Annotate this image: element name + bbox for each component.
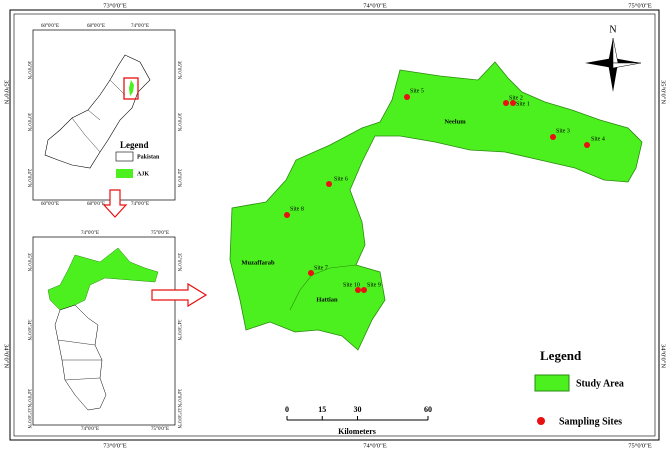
coordinate-label: 60°0'0"E (41, 24, 59, 29)
scale-bar: Kilometers 0 15 30 60 (285, 405, 432, 436)
site-label: Site 10 (343, 282, 360, 288)
coordinate-label: 33°30'0"N (176, 407, 181, 428)
coordinate-label: 68°0'0"E (87, 24, 105, 29)
province-boundary (71, 79, 126, 153)
coordinate-label: 24°0'0"N (176, 169, 181, 188)
site-label: Site 9 (367, 282, 381, 288)
legend-swatch (537, 417, 545, 425)
north-arrow-shape (612, 62, 642, 69)
site-marker (355, 287, 361, 293)
coordinate-label: 33°30'0"N (26, 407, 31, 428)
arrow (102, 189, 128, 218)
site-label: Site 7 (314, 265, 328, 271)
site-marker (308, 270, 314, 276)
coordinate-label: 34°0'0"N (660, 344, 667, 368)
inset-legend-label: Pakistan (137, 154, 160, 160)
coordinate-label: 74°0'0"E (363, 2, 386, 9)
ajk-highlight (123, 77, 139, 100)
site-marker (326, 181, 332, 187)
coordinate-label: 36°0'0"N (176, 61, 181, 80)
coordinate-label: 34°0'0"N (176, 389, 181, 408)
ajk-area (129, 80, 134, 96)
inset-legend-swatch (116, 169, 133, 178)
coordinate-label: 35°0'0"N (26, 253, 31, 272)
coordinate-label: 34°30'0"N (176, 319, 181, 340)
coordinate-label: 35°0'0"N (176, 253, 181, 272)
ajk-study-area (47, 247, 159, 311)
scale-unit: Kilometers (338, 427, 376, 436)
scale-tick-label: 30 (354, 405, 362, 414)
coordinate-label: 75°0'0"E (151, 231, 169, 236)
coordinate-label: 34°0'0"N (26, 389, 31, 408)
site-label: Site 5 (410, 88, 424, 94)
inner-frame (13, 13, 656, 437)
coordinate-label: 34°30'0"N (26, 319, 31, 340)
coordinate-label: 30°0'0"N (176, 113, 181, 132)
district-label: Muzaffarab (241, 259, 275, 266)
graticule-labels: 73°0'0"E 74°0'0"E 75°0'0"E 73°0'0"E 74°0'0"E… (3, 2, 667, 449)
coordinate-label: 24°0'0"N (26, 169, 31, 188)
coordinate-label: 30°0'0"N (26, 113, 31, 132)
coordinate-label: 73°0'0"E (103, 442, 126, 449)
legend-swatch (534, 374, 570, 392)
site-marker (361, 287, 367, 293)
coordinate-label: 74°0'0"E (81, 427, 99, 432)
coordinate-label: 73°0'0"E (103, 2, 126, 9)
scale-tick-label: 15 (318, 405, 326, 414)
district-label: Neelum (444, 118, 466, 125)
coordinate-label: 74°0'0"E (363, 442, 386, 449)
study-area (229, 61, 643, 351)
coordinate-label: 75°0'0"E (628, 2, 651, 9)
legend-label: Sampling Sites (559, 416, 622, 427)
coordinate-label: 35°0'0"N (3, 80, 10, 104)
site-marker (584, 142, 590, 148)
legend-title: Legend (540, 348, 582, 363)
site-label: Site 6 (334, 176, 348, 182)
coordinate-label: 74°0'0"E (131, 202, 149, 207)
coordinate-label: 75°0'0"E (151, 427, 169, 432)
inset-legend-label: AJK (137, 171, 149, 177)
outer-frame (9, 9, 660, 441)
site-label: Site 4 (591, 136, 605, 142)
legend-label: Study Area (576, 378, 624, 389)
scale-tick-label: 60 (424, 405, 432, 414)
north-label: N (609, 24, 616, 35)
north-arrow-shape (612, 37, 619, 64)
district-boundary (57, 339, 102, 381)
site-label: Site 1 (516, 101, 530, 107)
coordinate-label: 36°0'0"N (26, 61, 31, 80)
site-marker (550, 134, 556, 140)
coordinate-label: 74°0'0"E (81, 231, 99, 236)
site-label: Site 3 (556, 128, 570, 134)
district-label: Hattian (316, 296, 338, 303)
site-marker (404, 94, 410, 100)
inset-legend-title: Legend (120, 140, 149, 150)
coordinate-label: 35°0'0"N (660, 80, 667, 104)
ajk-districts (54, 304, 107, 411)
north-arrow: N (585, 24, 642, 92)
arrow (151, 282, 208, 308)
coordinate-label: 34°0'0"N (3, 344, 10, 368)
site-marker (284, 212, 290, 218)
coordinate-label: 68°0'0"E (87, 202, 105, 207)
coordinate-label: 60°0'0"E (41, 202, 59, 207)
coordinate-label: 74°0'0"E (131, 24, 149, 29)
inset-legend-swatch (115, 151, 134, 162)
site-label: Site 2 (509, 95, 523, 101)
scale-tick-label: 0 (285, 405, 289, 414)
site-marker (503, 100, 509, 106)
site-marker (510, 100, 516, 106)
site-label: Site 8 (290, 206, 304, 212)
coordinate-label: 75°0'0"E (628, 442, 651, 449)
